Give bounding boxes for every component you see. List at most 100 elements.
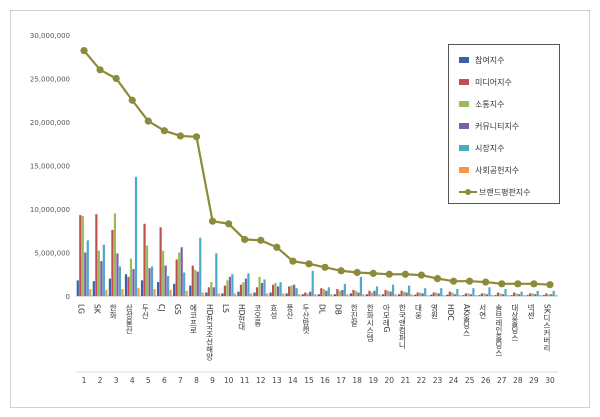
bar-4-2	[100, 261, 103, 296]
brand-reputation-point-22	[417, 271, 426, 279]
legend-swatch	[459, 145, 469, 151]
bar-5-22	[424, 288, 427, 296]
bar-6-26	[490, 295, 494, 296]
bar-5-10	[231, 274, 234, 296]
bar-1-10	[221, 293, 224, 296]
brand-reputation-point-26	[482, 278, 490, 286]
category-label: 삼성물산	[125, 303, 134, 335]
bar-2-29	[529, 293, 532, 296]
bar-1-18	[349, 293, 353, 296]
category-label: SK디스커버리	[542, 304, 551, 352]
bar-1-21	[398, 294, 401, 296]
rank-label: 26	[481, 376, 491, 385]
bar-1-15	[301, 294, 304, 296]
bar-2-16	[320, 288, 323, 296]
bar-1-1	[76, 280, 79, 296]
category-label: GS	[173, 304, 182, 315]
rank-label: 6	[162, 376, 167, 385]
brand-reputation-point-11	[241, 235, 249, 244]
legend-swatch	[459, 57, 469, 63]
bar-4-9	[212, 287, 215, 296]
bar-4-8	[196, 271, 199, 296]
bar-6-21	[410, 294, 413, 296]
bar-6-3	[121, 289, 124, 296]
bar-3-19	[370, 292, 374, 296]
bar-1-2	[92, 281, 95, 296]
bar-2-5	[143, 223, 146, 296]
bar-2-9	[207, 287, 210, 296]
bar-4-21	[405, 292, 408, 296]
y-tick-label: 25,000,000	[30, 76, 70, 84]
bar-4-29	[534, 294, 537, 296]
bar-4-6	[164, 265, 167, 296]
bar-3-13	[274, 282, 277, 296]
bar-4-10	[228, 276, 231, 296]
bar-6-8	[201, 292, 204, 296]
bar-5-11	[247, 273, 250, 296]
bar-3-24	[451, 292, 454, 296]
bar-4-18	[357, 292, 360, 296]
category-label: CJ	[157, 304, 166, 311]
rank-label: 30	[545, 376, 555, 385]
bar-4-22	[421, 293, 424, 296]
bar-5-15	[311, 270, 314, 296]
bar-1-23	[430, 294, 433, 296]
rank-label: 1	[82, 376, 87, 385]
bar-6-23	[442, 295, 445, 296]
legend-item: 시장지수	[449, 137, 559, 159]
bar-5-20	[391, 284, 395, 296]
bar-1-6	[157, 282, 160, 296]
bar-3-23	[435, 292, 438, 296]
rank-label: 24	[449, 376, 459, 385]
category-label: HD현대	[237, 304, 246, 332]
bar-2-23	[432, 292, 435, 296]
bar-1-29	[526, 295, 529, 296]
legend-item: 소통지수	[449, 93, 559, 115]
rank-label: 13	[272, 376, 282, 385]
bar-1-7	[173, 283, 176, 296]
legend-swatch	[459, 167, 469, 173]
bar-6-29	[539, 295, 542, 296]
bar-1-12	[253, 292, 256, 296]
bar-1-25	[462, 295, 465, 296]
brand-reputation-point-15	[305, 260, 313, 268]
brand-reputation-point-8	[192, 133, 201, 141]
rank-label: 25	[465, 376, 475, 385]
bar-2-12	[255, 287, 259, 296]
bar-6-18	[362, 294, 365, 296]
rank-label: 18	[352, 376, 362, 385]
bar-2-7	[175, 259, 178, 296]
category-label: LS	[221, 304, 230, 313]
legend-swatch	[459, 101, 469, 107]
bar-2-27	[496, 292, 500, 296]
bar-6-17	[346, 294, 349, 296]
legend-item: 커뮤니티지수	[449, 115, 559, 137]
bar-3-29	[531, 293, 534, 296]
rank-label: 20	[385, 376, 395, 385]
y-tick-label: 20,000,000	[30, 119, 70, 127]
rank-label: 15	[304, 376, 314, 385]
bar-3-21	[403, 291, 406, 296]
bar-2-11	[239, 284, 243, 296]
category-label: LG	[77, 304, 86, 314]
bar-6-4	[137, 288, 140, 296]
rank-label: 11	[240, 376, 250, 385]
bar-1-4	[124, 274, 128, 296]
bar-5-6	[167, 275, 170, 296]
category-label: 대상홀딩스	[510, 304, 519, 342]
category-label: 두산	[141, 304, 150, 320]
legend-label: 커뮤니티지수	[475, 121, 520, 131]
legend-item-line: 브랜드평판지수	[449, 181, 559, 203]
bar-6-16	[330, 294, 333, 296]
legend-item: 미디어지수	[449, 71, 559, 93]
brand-reputation-point-21	[401, 270, 409, 278]
brand-reputation-point-10	[225, 220, 233, 228]
bar-4-19	[373, 290, 376, 296]
bar-5-12	[263, 279, 266, 296]
bar-1-27	[494, 295, 497, 296]
bar-2-30	[545, 293, 548, 296]
bar-2-14	[288, 286, 291, 296]
bar-5-21	[408, 285, 411, 296]
bar-3-10	[226, 280, 229, 296]
category-label: 한화시스템	[366, 304, 375, 342]
